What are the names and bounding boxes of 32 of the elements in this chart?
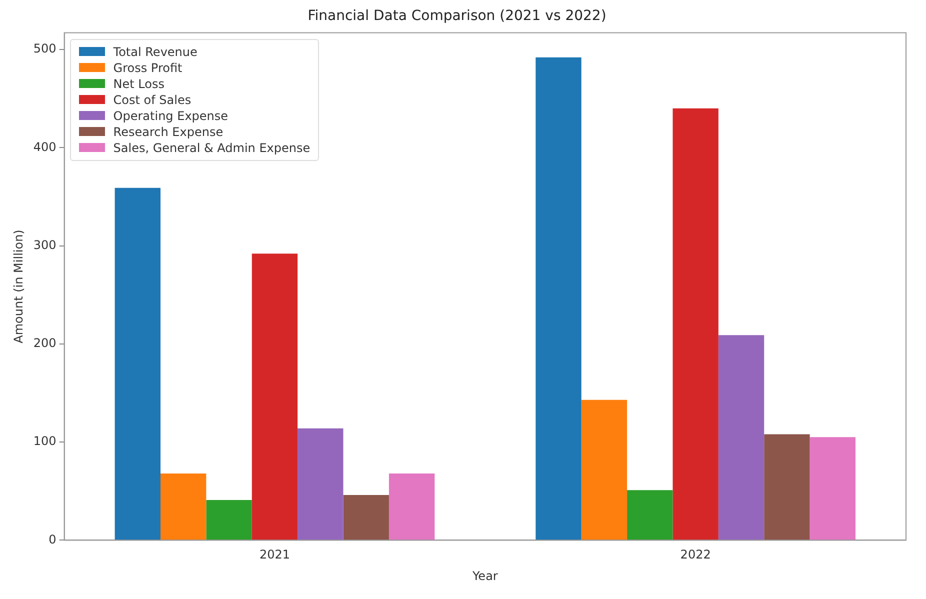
- bar: [536, 57, 582, 540]
- bar: [672, 108, 718, 540]
- legend-label: Research Expense: [113, 124, 224, 140]
- bar: [252, 254, 298, 540]
- bar: [343, 495, 389, 540]
- bar: [114, 188, 160, 540]
- bar: [810, 437, 856, 540]
- legend-label: Net Loss: [113, 76, 164, 92]
- x-tick-label: 2022: [680, 548, 711, 562]
- y-tick-label: 0: [48, 532, 56, 546]
- bar: [388, 473, 435, 540]
- bar: [718, 335, 764, 540]
- bar: [298, 428, 344, 540]
- x-axis-title: Year: [471, 568, 498, 583]
- legend-label: Cost of Sales: [113, 92, 192, 108]
- y-axis-title: Amount (in Million): [11, 230, 26, 344]
- bar: [581, 400, 628, 540]
- legend-label: Total Revenue: [113, 44, 198, 60]
- legend-label: Sales, General & Admin Expense: [113, 140, 310, 156]
- bar: [764, 434, 810, 540]
- y-tick-label: 400: [33, 140, 56, 154]
- bar: [160, 473, 206, 540]
- y-tick-label: 100: [33, 434, 56, 448]
- bar: [627, 490, 673, 540]
- y-tick-label: 500: [33, 42, 56, 56]
- y-tick-label: 300: [33, 238, 56, 252]
- chart-title: Financial Data Comparison (2021 vs 2022): [308, 8, 606, 24]
- x-tick-label: 2021: [259, 548, 290, 562]
- legend-label: Gross Profit: [113, 60, 182, 76]
- legend-label: Operating Expense: [113, 108, 228, 124]
- y-tick-label: 200: [33, 336, 56, 350]
- bar: [206, 500, 252, 540]
